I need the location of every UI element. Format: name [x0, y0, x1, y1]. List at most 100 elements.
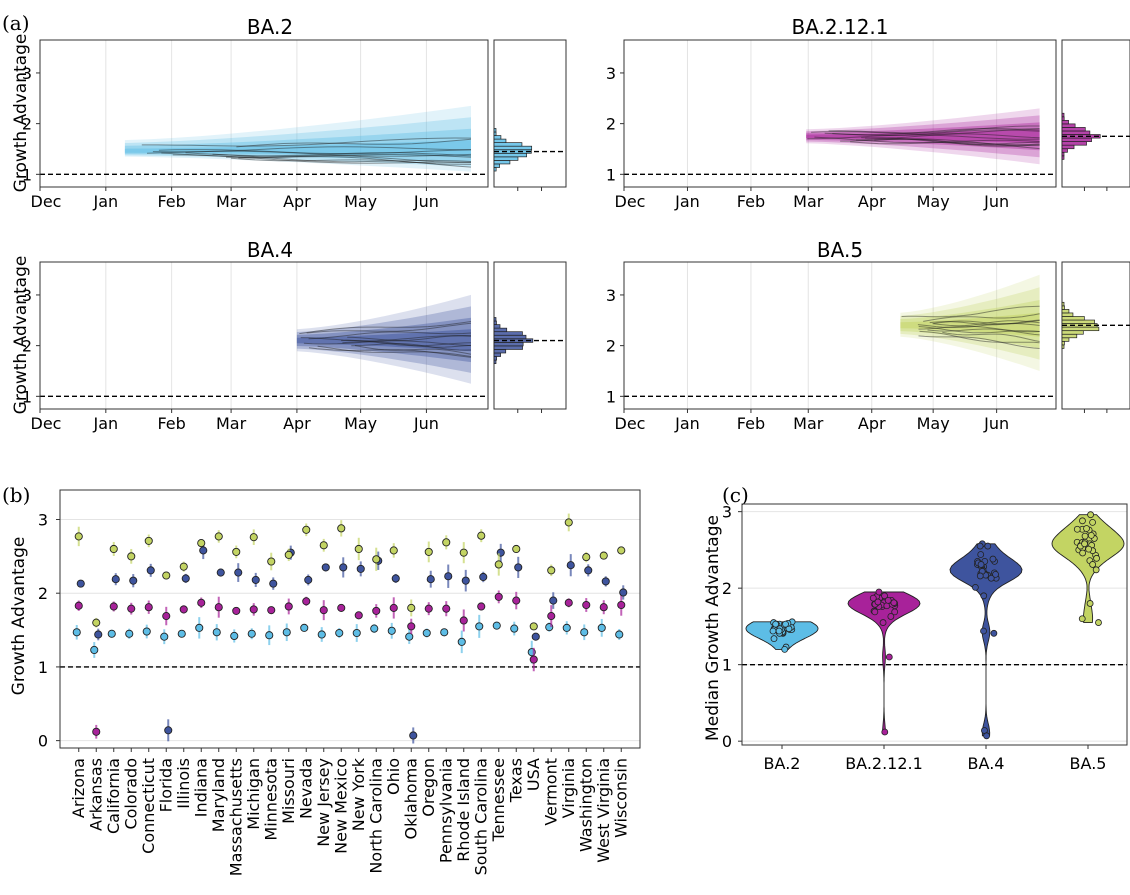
x-tick-label: Nevada: [296, 758, 315, 819]
x-tick-label: Jun: [983, 414, 1009, 433]
data-point: [300, 623, 309, 632]
histogram-bar: [493, 128, 497, 133]
subplot-title: BA.2.12.1: [791, 15, 888, 39]
data-point: [461, 576, 470, 585]
data-point: [247, 629, 256, 638]
histogram-bar: [1061, 155, 1065, 160]
violin-point: [875, 588, 883, 596]
median-trajectory: [342, 340, 472, 348]
data-point: [232, 547, 241, 556]
data-point: [146, 566, 155, 575]
data-point: [199, 546, 208, 555]
y-tick-label: 2: [22, 337, 32, 356]
data-point: [514, 563, 523, 572]
data-point: [549, 596, 558, 605]
median-trajectory: [874, 138, 1040, 147]
median-trajectory: [158, 149, 472, 155]
data-point: [337, 524, 346, 533]
histogram-bar: [1061, 333, 1078, 339]
median-trajectory: [850, 141, 1040, 150]
histogram-bar: [1061, 301, 1065, 307]
data-point: [566, 561, 575, 570]
histogram-bar: [493, 352, 501, 357]
x-tick-label: Indiana: [191, 758, 210, 817]
x-tick-label: Jun: [413, 192, 439, 211]
data-point: [284, 602, 293, 611]
violin-shape: [1051, 514, 1125, 624]
x-tick-label: Pennsylvania: [436, 758, 455, 863]
median-trajectory: [918, 325, 1040, 333]
y-tick-label: 3: [22, 286, 32, 305]
data-point: [405, 632, 414, 641]
median-trajectory: [901, 305, 1040, 318]
y-tick-label: 2: [606, 337, 616, 356]
violin-point: [990, 629, 998, 637]
violin-point: [772, 620, 780, 628]
median-trajectory: [840, 138, 1040, 146]
data-point: [426, 575, 435, 584]
x-tick-label: Mar: [216, 414, 247, 433]
violin-point: [976, 572, 984, 580]
histogram-bar: [1061, 123, 1076, 128]
median-trajectory: [807, 134, 1040, 140]
y-axis-label: Median Growth Advantage: [703, 515, 723, 741]
median-trajectory: [308, 331, 472, 340]
plot-frame: [39, 261, 489, 410]
x-tick-label: BA.2: [764, 754, 801, 773]
data-point: [564, 518, 573, 527]
violin-point: [1095, 619, 1102, 626]
x-tick-label: May: [344, 414, 377, 433]
histogram-bar: [1061, 127, 1086, 132]
y-tick-label: 3: [722, 503, 732, 522]
histogram-bar: [493, 331, 523, 336]
data-point: [597, 623, 606, 632]
median-trajectory: [811, 128, 1040, 135]
violin-point: [1079, 549, 1087, 557]
median-trajectory: [828, 125, 1040, 134]
data-point: [302, 597, 311, 606]
x-tick-label: Arkansas: [86, 758, 105, 831]
x-tick-label: Apr: [858, 414, 886, 433]
data-point: [409, 731, 418, 740]
data-point: [582, 553, 591, 562]
data-point: [109, 544, 118, 554]
data-point: [160, 632, 169, 641]
x-tick-label: Ohio: [384, 758, 403, 795]
data-point: [249, 533, 258, 542]
histogram-frame: [1061, 39, 1130, 188]
x-tick-label: Oklahoma: [401, 758, 420, 839]
histogram-bar: [1061, 137, 1092, 142]
violin-point: [769, 627, 777, 635]
median-trajectory: [932, 319, 1040, 325]
median-trajectory: [317, 345, 472, 357]
violin-point: [775, 627, 783, 635]
y-tick-label: 1: [722, 656, 732, 675]
data-point: [617, 546, 626, 555]
x-tick-label: Dec: [31, 414, 62, 433]
y-tick-label: 0: [38, 732, 48, 751]
histogram-bar: [493, 156, 519, 161]
data-point: [477, 531, 486, 540]
x-tick-label: Michigan: [244, 758, 263, 830]
median-trajectory: [172, 154, 472, 164]
x-tick-label: Apr: [283, 192, 311, 211]
x-tick-label: BA.2.12.1: [845, 754, 923, 773]
x-tick-label: West Virginia: [594, 758, 613, 863]
median-trajectory: [306, 322, 472, 334]
histogram-bar: [1061, 344, 1065, 349]
data-point: [562, 623, 571, 632]
x-tick-label: Maryland: [209, 758, 228, 832]
data-point: [442, 604, 451, 613]
data-point: [127, 604, 136, 613]
violin-point: [1086, 600, 1094, 607]
histogram-bar: [493, 324, 501, 329]
median-trajectory: [942, 331, 1040, 342]
histogram-bar: [493, 349, 507, 354]
data-point: [584, 566, 593, 575]
median-trajectory: [814, 136, 1040, 144]
data-point: [335, 628, 344, 638]
data-point: [531, 632, 540, 641]
x-tick-label: Jan: [674, 192, 700, 211]
subplot-ba2: BA.2 Dec Jan Feb Mar Apr May Jun 1 2 3: [22, 15, 567, 211]
x-tick-label: Feb: [157, 192, 185, 211]
